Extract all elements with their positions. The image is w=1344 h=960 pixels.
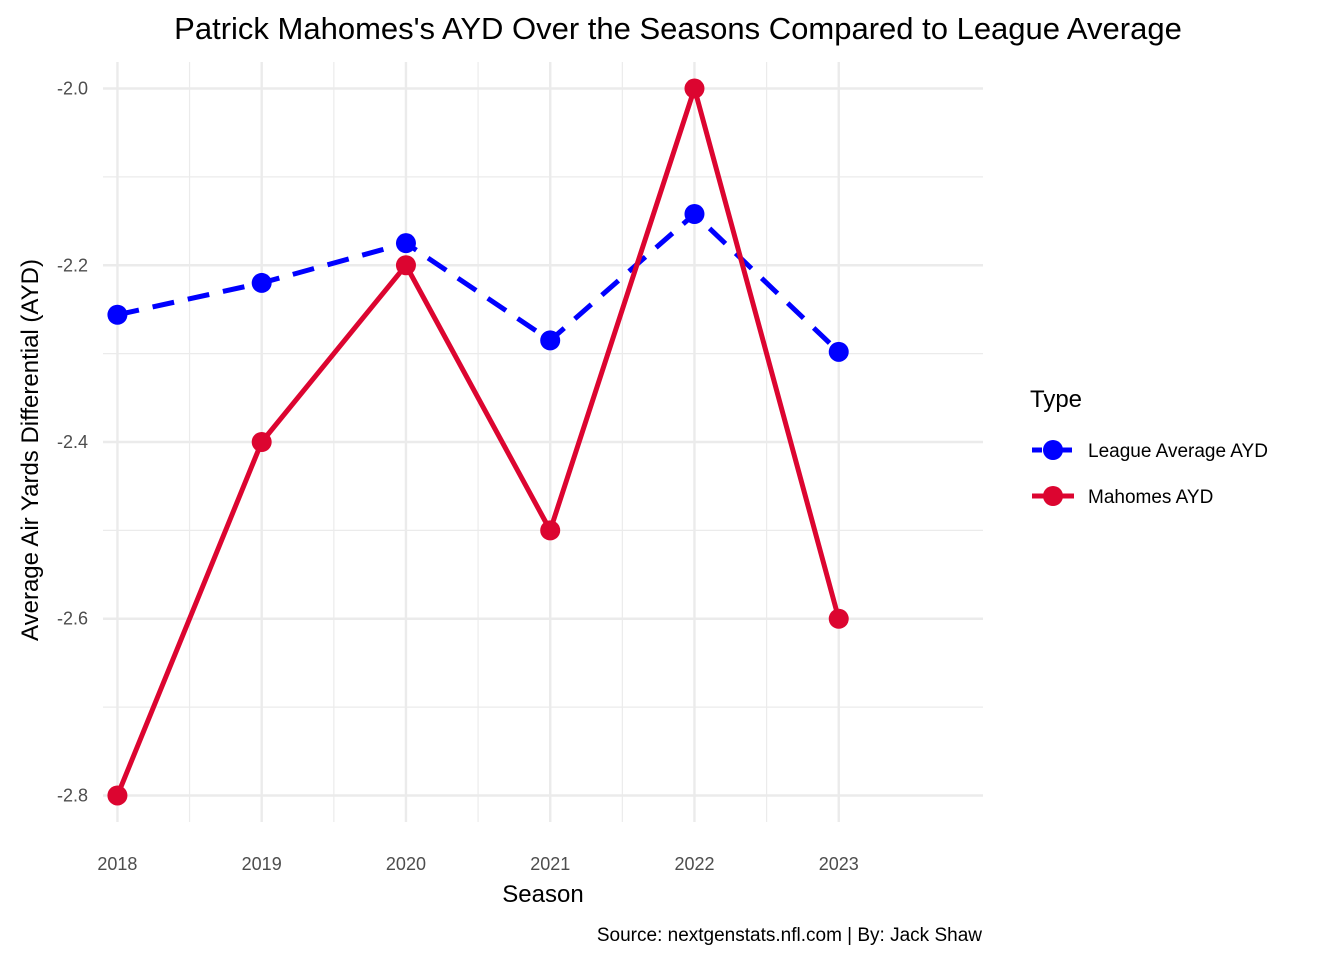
legend-key-point: [1043, 440, 1063, 460]
series-line: [116, 211, 841, 354]
y-tick-label: -2.6: [57, 609, 88, 629]
data-point: [107, 785, 128, 806]
legend-title: Type: [1030, 386, 1082, 413]
legend: Type League Average AYD Mahomes AYD: [1030, 386, 1268, 508]
data-point: [828, 341, 849, 362]
data-point: [540, 330, 561, 351]
data-point: [828, 608, 849, 629]
data-point: [540, 520, 561, 541]
x-tick-label: 2021: [530, 854, 570, 874]
chart-title: Patrick Mahomes's AYD Over the Seasons C…: [174, 11, 1182, 46]
x-tick-label: 2023: [819, 854, 859, 874]
data-point: [395, 233, 416, 254]
legend-key-point: [1043, 486, 1063, 506]
legend-label: Mahomes AYD: [1088, 487, 1213, 508]
chart-caption: Source: nextgenstats.nfl.com | By: Jack …: [597, 925, 982, 946]
x-tick-label: 2022: [674, 854, 714, 874]
x-tick-label: 2020: [386, 854, 426, 874]
legend-items: League Average AYD Mahomes AYD: [1032, 440, 1268, 508]
y-axis-title: Average Air Yards Differential (AYD): [17, 259, 44, 641]
series-line: [115, 86, 842, 797]
data-point: [251, 432, 272, 452]
x-tick-label: 2019: [242, 854, 282, 874]
series-layer: [107, 78, 849, 806]
data-point: [684, 204, 705, 224]
x-axis-title: Season: [502, 881, 583, 908]
x-axis-tick-labels: 2018 2019 2020 2021 2022 2023: [97, 854, 858, 874]
grid-major-lines: [103, 62, 983, 822]
data-point: [251, 272, 272, 293]
y-tick-label: -2.2: [57, 255, 88, 275]
data-point: [107, 304, 128, 325]
y-tick-label: -2.0: [57, 79, 88, 99]
data-point: [684, 78, 705, 99]
x-tick-label: 2018: [97, 854, 137, 874]
y-axis-tick-labels: -2.0 -2.2 -2.4 -2.6 -2.8: [57, 79, 88, 806]
y-tick-label: -2.8: [57, 785, 88, 805]
y-tick-label: -2.4: [57, 432, 88, 452]
data-point: [395, 255, 416, 276]
legend-label: League Average AYD: [1088, 441, 1268, 462]
